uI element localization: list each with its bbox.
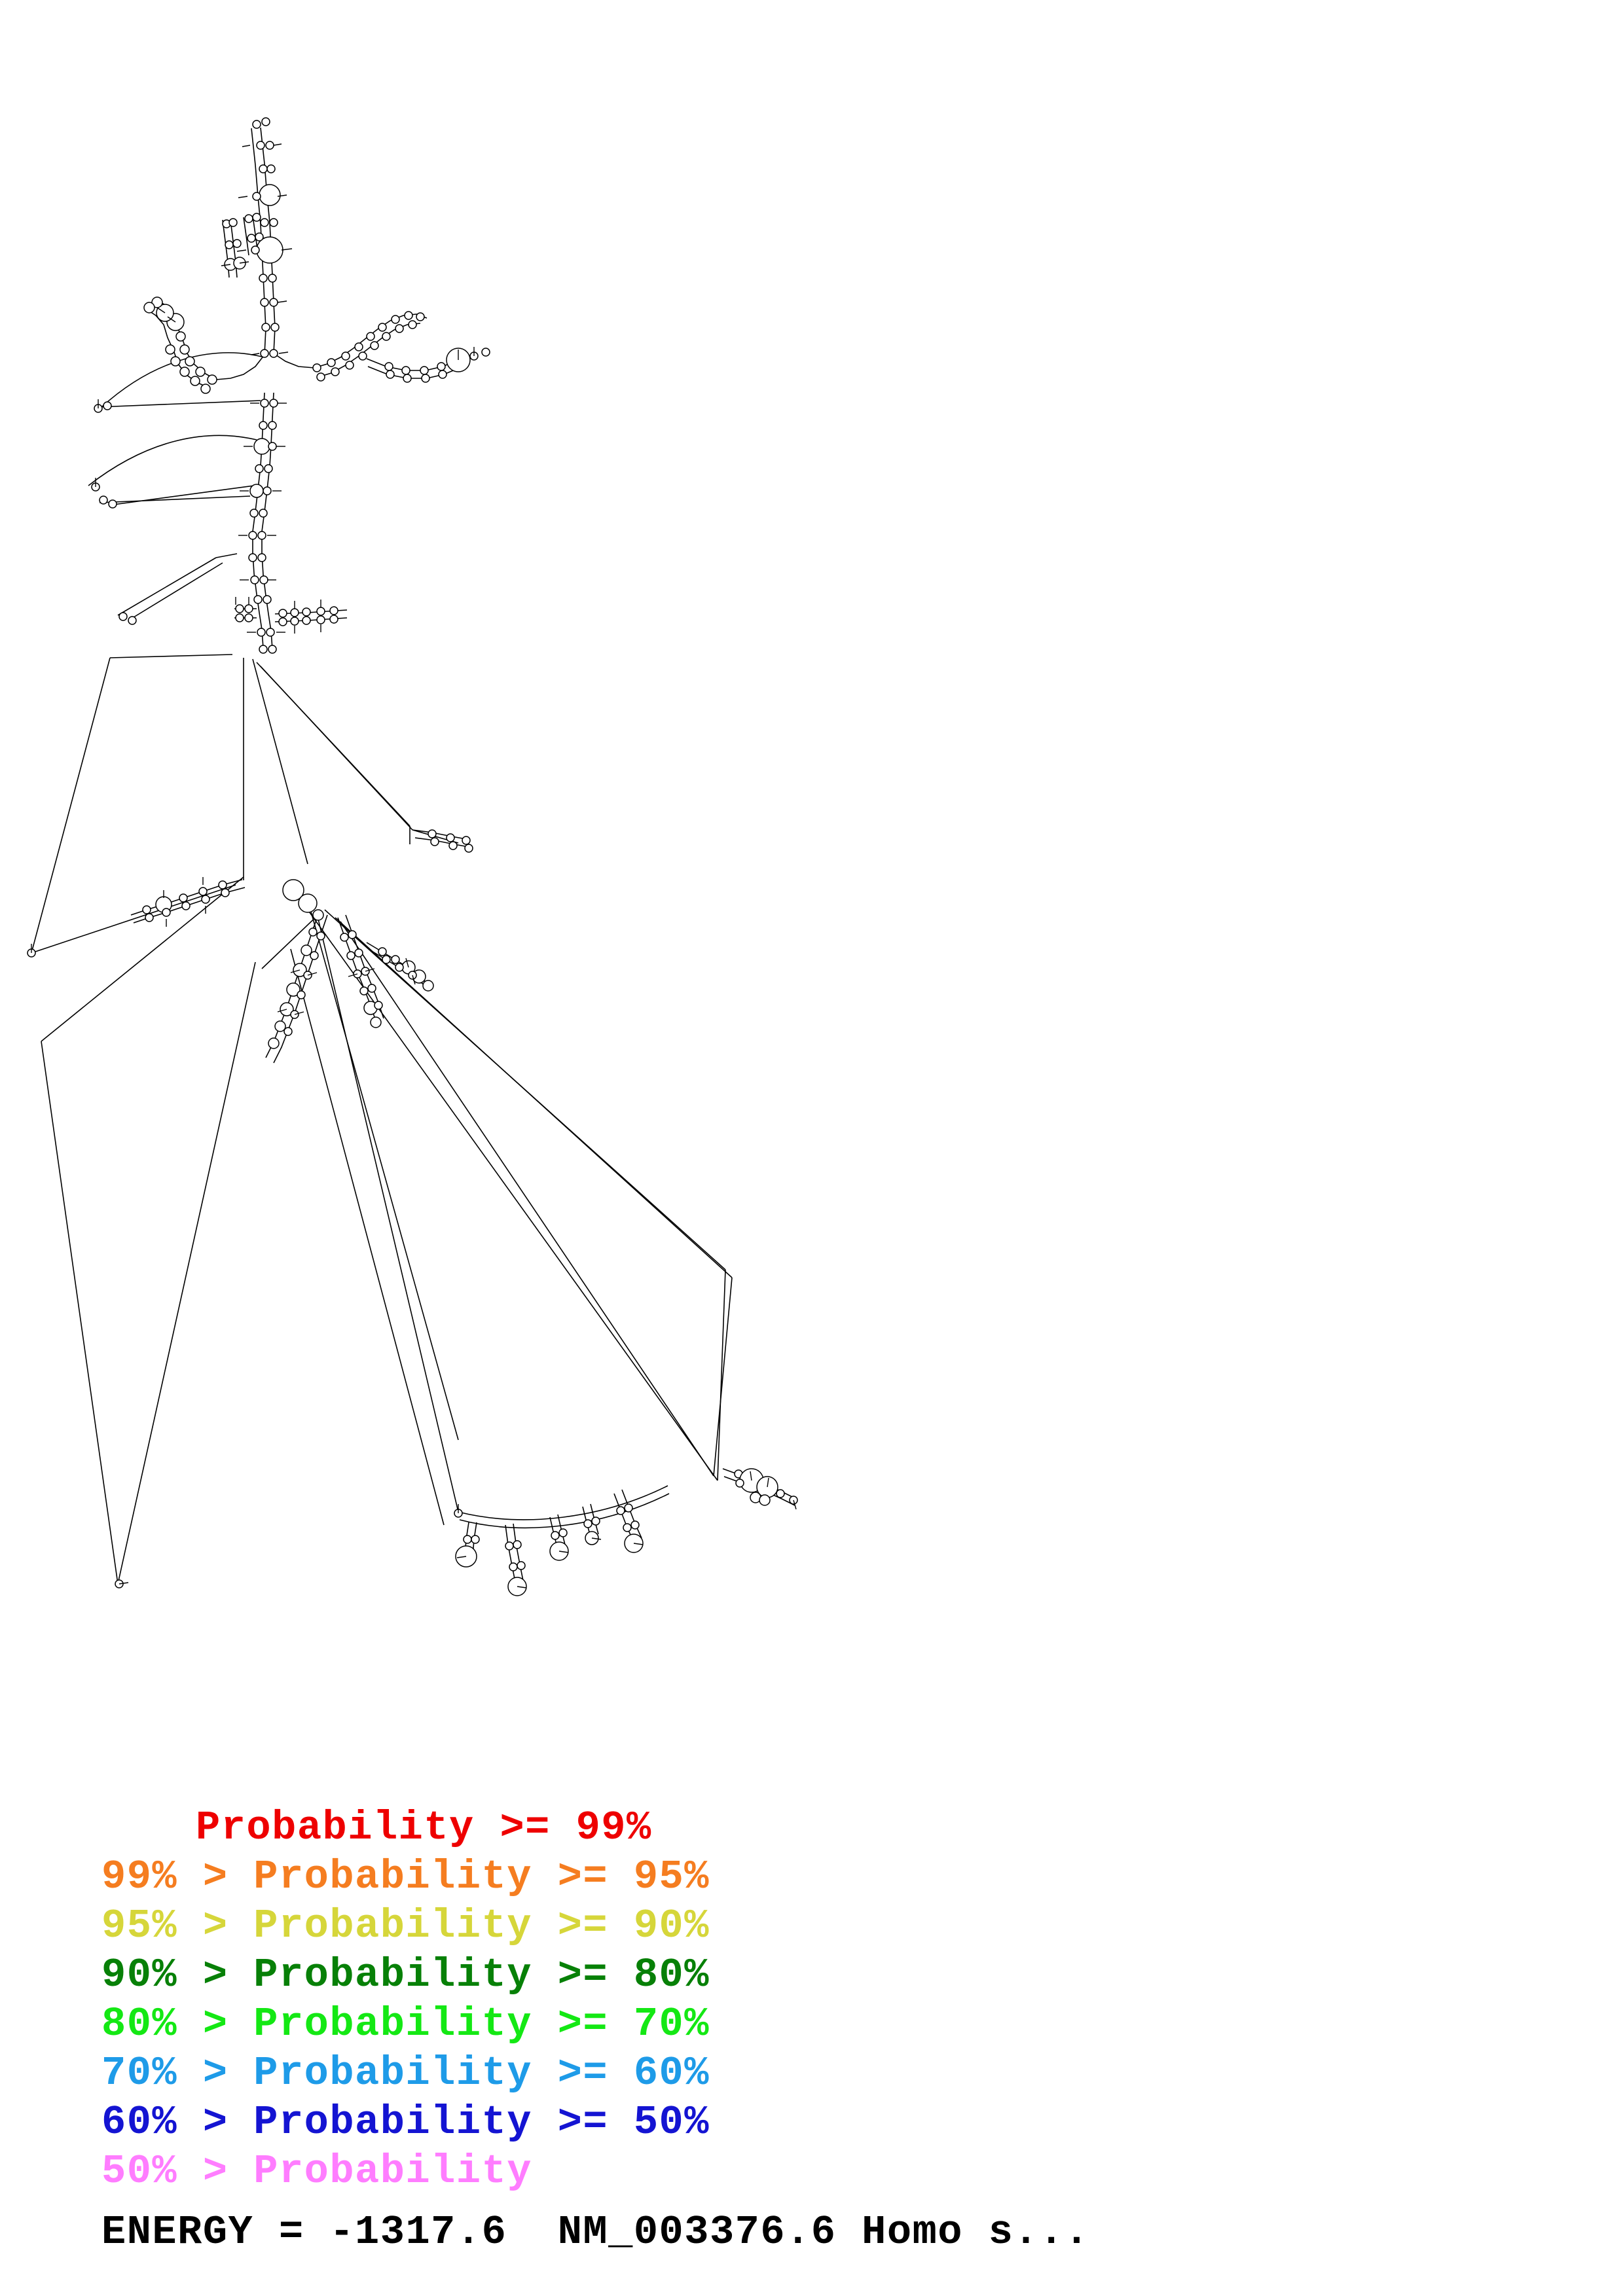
legend-row-6: 70% > Probability >= 60% (0, 2049, 1623, 2098)
rna-nucleotide-beads (27, 117, 798, 1596)
probability-legend: Probability >= 99% 99% > Probability >= … (0, 1803, 1623, 2196)
legend-label-1: Probability >= 99% (196, 1804, 652, 1851)
legend-row-2: 99% > Probability >= 95% (0, 1852, 1623, 1901)
rna-sequence-ticks (31, 143, 797, 1588)
rna-structure-plot (27, 117, 798, 1596)
legend-row-5: 80% > Probability >= 70% (0, 2000, 1623, 2049)
legend-label-3: 95% > Probability >= 90% (101, 1903, 710, 1949)
legend-row-7: 60% > Probability >= 50% (0, 2098, 1623, 2147)
rna-long-range-strands (31, 352, 733, 1585)
legend-label-7: 60% > Probability >= 50% (101, 2099, 710, 2145)
rna-backbone-helices (130, 127, 795, 1586)
legend-label-5: 80% > Probability >= 70% (101, 2001, 710, 2047)
legend-row-3: 95% > Probability >= 90% (0, 1901, 1623, 1950)
legend-row-8: 50% > Probability (0, 2147, 1623, 2196)
legend-label-2: 99% > Probability >= 95% (101, 1854, 710, 1900)
legend-label-6: 70% > Probability >= 60% (101, 2050, 710, 2096)
energy-caption: ENERGY = -1317.6 NM_003376.6 Homo s... (101, 2209, 1090, 2255)
legend-label-4: 90% > Probability >= 80% (101, 1952, 710, 1998)
legend-label-8: 50% > Probability (101, 2148, 533, 2195)
legend-row-1: Probability >= 99% (0, 1803, 1623, 1852)
legend-row-4: 90% > Probability >= 80% (0, 1950, 1623, 2000)
